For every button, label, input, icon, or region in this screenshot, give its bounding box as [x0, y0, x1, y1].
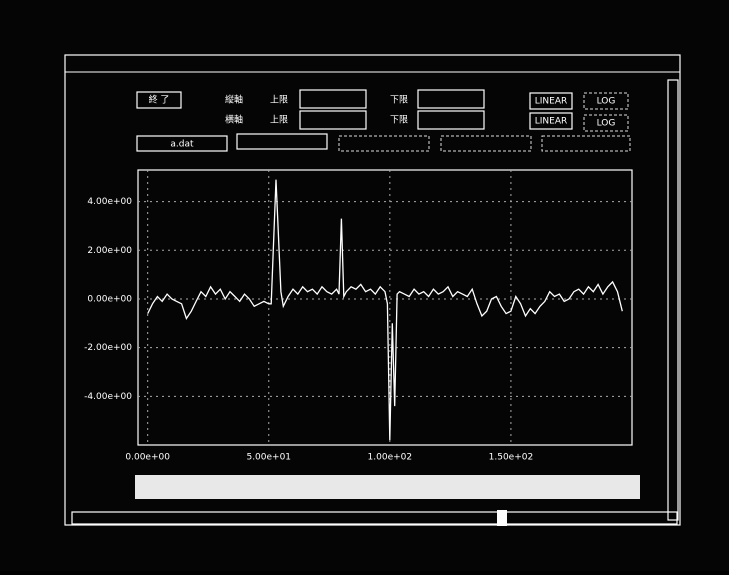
upper-label: 上限 [270, 115, 288, 126]
x-tick-label: 1.50e+02 [489, 453, 534, 463]
log-label[interactable]: LOG [597, 119, 616, 129]
y-tick-label: 4.00e+00 [87, 197, 132, 207]
y-tick-label: -4.00e+00 [84, 392, 132, 402]
lower-label: 下限 [390, 95, 408, 106]
linear-label[interactable]: LINEAR [535, 117, 568, 127]
x-tick-label: 0.00e+00 [125, 453, 170, 463]
exit-label[interactable]: 終 了 [149, 94, 170, 106]
axis-label: 縦軸 [225, 94, 243, 106]
scroll-thumb[interactable] [497, 510, 507, 526]
x-tick-label: 5.00e+01 [246, 453, 291, 463]
y-tick-label: 2.00e+00 [87, 246, 132, 256]
page: 終 了 縦軸 上限 下限 LINEAR LOG 横軸 上限 下限 LINEAR … [0, 0, 729, 575]
y-tick-label: 0.00e+00 [87, 294, 132, 304]
lower-label: 下限 [390, 115, 408, 126]
scrollbar-track[interactable] [135, 475, 640, 499]
linear-label[interactable]: LINEAR [535, 97, 568, 107]
axis-label: 横軸 [225, 114, 243, 126]
file-name: a.dat [170, 140, 194, 150]
screen: 終 了 縦軸 上限 下限 LINEAR LOG 横軸 上限 下限 LINEAR … [0, 0, 729, 571]
upper-label: 上限 [270, 95, 288, 106]
y-tick-label: -2.00e+00 [84, 343, 132, 353]
x-tick-label: 1.00e+02 [368, 453, 413, 463]
log-label[interactable]: LOG [597, 97, 616, 107]
